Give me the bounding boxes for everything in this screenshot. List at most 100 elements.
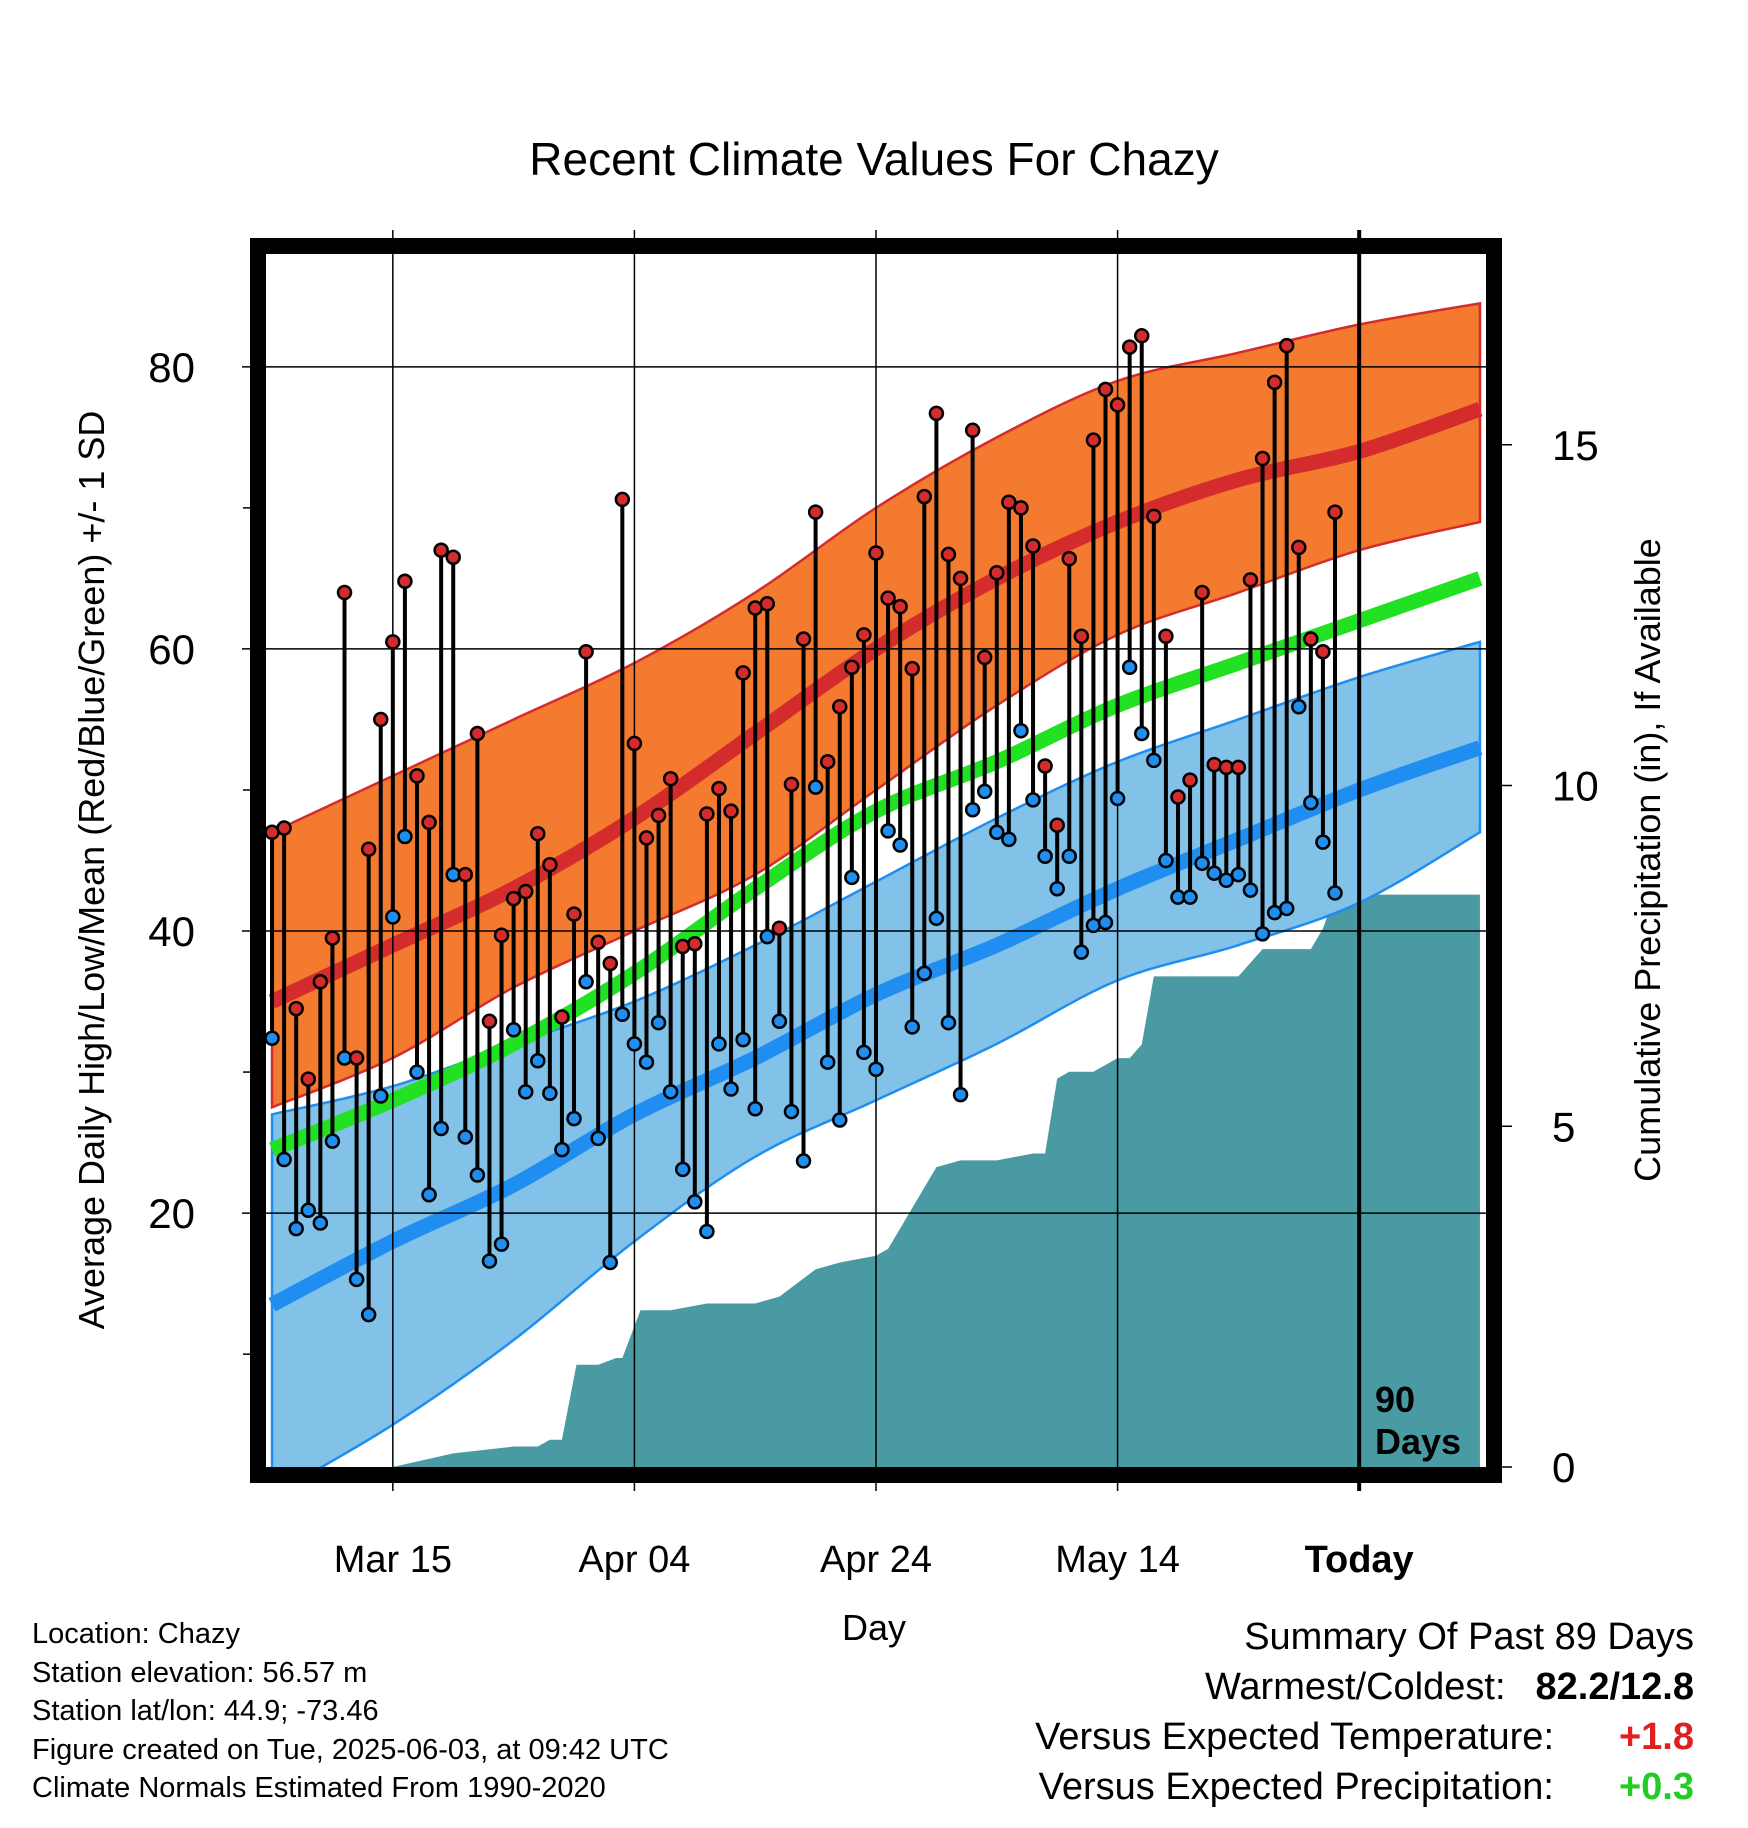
high-point bbox=[360, 841, 377, 857]
low-point bbox=[300, 1202, 317, 1219]
low-point bbox=[1218, 872, 1235, 888]
y-tick-label: 60 bbox=[148, 626, 195, 673]
high-point bbox=[1182, 772, 1198, 788]
high-point bbox=[1327, 504, 1343, 520]
high-point bbox=[1121, 339, 1138, 355]
low-point bbox=[1182, 889, 1198, 905]
y-axis-label: Average Daily High/Low/Mean (Red/Blue/Gr… bbox=[71, 411, 112, 1330]
low-point bbox=[348, 1271, 365, 1288]
high-point bbox=[1109, 397, 1126, 413]
low-point bbox=[614, 1006, 631, 1022]
normals-text: Climate Normals Estimated From 1990-2020 bbox=[32, 1772, 606, 1804]
low-point bbox=[759, 928, 776, 945]
low-point bbox=[1073, 944, 1090, 960]
low-point bbox=[360, 1306, 377, 1323]
high-point bbox=[904, 660, 920, 677]
high-point bbox=[445, 549, 461, 565]
high-point bbox=[1315, 644, 1331, 660]
low-point bbox=[1025, 792, 1041, 808]
low-point bbox=[457, 1129, 474, 1145]
high-point bbox=[771, 920, 788, 936]
high-point bbox=[1133, 328, 1150, 344]
low-point bbox=[1291, 699, 1307, 715]
high-point bbox=[1085, 432, 1102, 448]
low-point bbox=[892, 837, 908, 853]
high-point bbox=[1097, 381, 1114, 398]
high-point bbox=[832, 699, 848, 715]
station-info: Location: Chazy Station elevation: 56.57… bbox=[32, 1615, 669, 1808]
low-point bbox=[626, 1036, 643, 1052]
low-point bbox=[747, 1100, 763, 1117]
x-tick-label: Apr 24 bbox=[820, 1539, 932, 1581]
x-tick-label: Today bbox=[1305, 1539, 1414, 1581]
warmest-value: 82.2/12.8 bbox=[1535, 1666, 1694, 1708]
high-point bbox=[409, 768, 425, 784]
high-point bbox=[928, 405, 945, 422]
low-point bbox=[1097, 914, 1114, 931]
high-point bbox=[542, 856, 558, 873]
low-point bbox=[385, 909, 401, 925]
high-point bbox=[1278, 337, 1295, 354]
high-point bbox=[819, 754, 836, 770]
low-point bbox=[807, 779, 824, 795]
high-point bbox=[324, 930, 341, 946]
high-point bbox=[1230, 759, 1247, 776]
y2-axis-label: Cumulative Precipitation (in), If Availa… bbox=[1627, 538, 1668, 1182]
high-point bbox=[711, 780, 727, 797]
high-point bbox=[1194, 584, 1210, 601]
low-point bbox=[542, 1085, 558, 1101]
low-point bbox=[1013, 722, 1029, 739]
today-label-line1: 90 bbox=[1375, 1379, 1415, 1420]
high-point bbox=[530, 825, 546, 842]
low-point bbox=[1061, 848, 1078, 865]
low-point bbox=[650, 1014, 667, 1031]
high-point bbox=[457, 866, 474, 883]
low-point bbox=[264, 1030, 280, 1046]
low-point bbox=[1146, 752, 1162, 769]
low-point bbox=[324, 1133, 341, 1149]
y2-tick-label: 15 bbox=[1552, 422, 1599, 469]
low-point bbox=[288, 1220, 304, 1237]
low-point bbox=[373, 1088, 389, 1104]
high-point bbox=[505, 890, 522, 907]
high-point bbox=[481, 1013, 498, 1030]
x-tick-label: Mar 15 bbox=[334, 1539, 452, 1581]
axis-ticks: 20 40 60 80 Mar 15 Apr 04 Apr 24 May 14 Today 0 5 1… bbox=[148, 344, 1598, 1581]
low-point bbox=[433, 1120, 449, 1137]
low-point bbox=[481, 1253, 498, 1269]
high-point bbox=[976, 649, 993, 666]
high-point bbox=[614, 491, 631, 508]
high-point bbox=[1061, 550, 1078, 567]
high-point bbox=[952, 570, 969, 587]
low-point bbox=[1206, 865, 1222, 881]
high-point bbox=[940, 546, 957, 563]
y2-tick-label: 10 bbox=[1552, 763, 1599, 810]
low-point bbox=[1109, 790, 1126, 807]
low-point bbox=[735, 1031, 751, 1048]
summary-panel: Summary Of Past 89 Days Warmest/Coldest:… bbox=[1035, 1612, 1694, 1812]
high-point bbox=[397, 573, 413, 589]
low-point bbox=[1315, 834, 1331, 850]
low-point bbox=[638, 1054, 655, 1070]
low-point bbox=[590, 1130, 606, 1147]
high-point bbox=[807, 504, 824, 520]
high-point bbox=[1049, 817, 1065, 833]
low-point bbox=[1194, 855, 1210, 872]
low-point bbox=[952, 1086, 969, 1103]
low-point bbox=[1327, 885, 1343, 901]
high-point bbox=[336, 584, 353, 601]
low-point bbox=[397, 828, 413, 845]
high-point bbox=[783, 776, 800, 793]
high-point bbox=[566, 906, 582, 922]
high-point bbox=[469, 725, 486, 742]
low-point bbox=[783, 1103, 800, 1120]
low-point bbox=[795, 1153, 812, 1169]
low-point bbox=[421, 1187, 437, 1203]
high-point bbox=[916, 488, 933, 505]
y2-tick-label: 0 bbox=[1552, 1444, 1575, 1491]
y-tick-label: 40 bbox=[148, 908, 195, 955]
temp-row: Versus Expected Temperature: +1.8 bbox=[1035, 1712, 1694, 1762]
low-point bbox=[409, 1064, 425, 1080]
low-point bbox=[916, 965, 933, 982]
high-point bbox=[759, 596, 776, 612]
